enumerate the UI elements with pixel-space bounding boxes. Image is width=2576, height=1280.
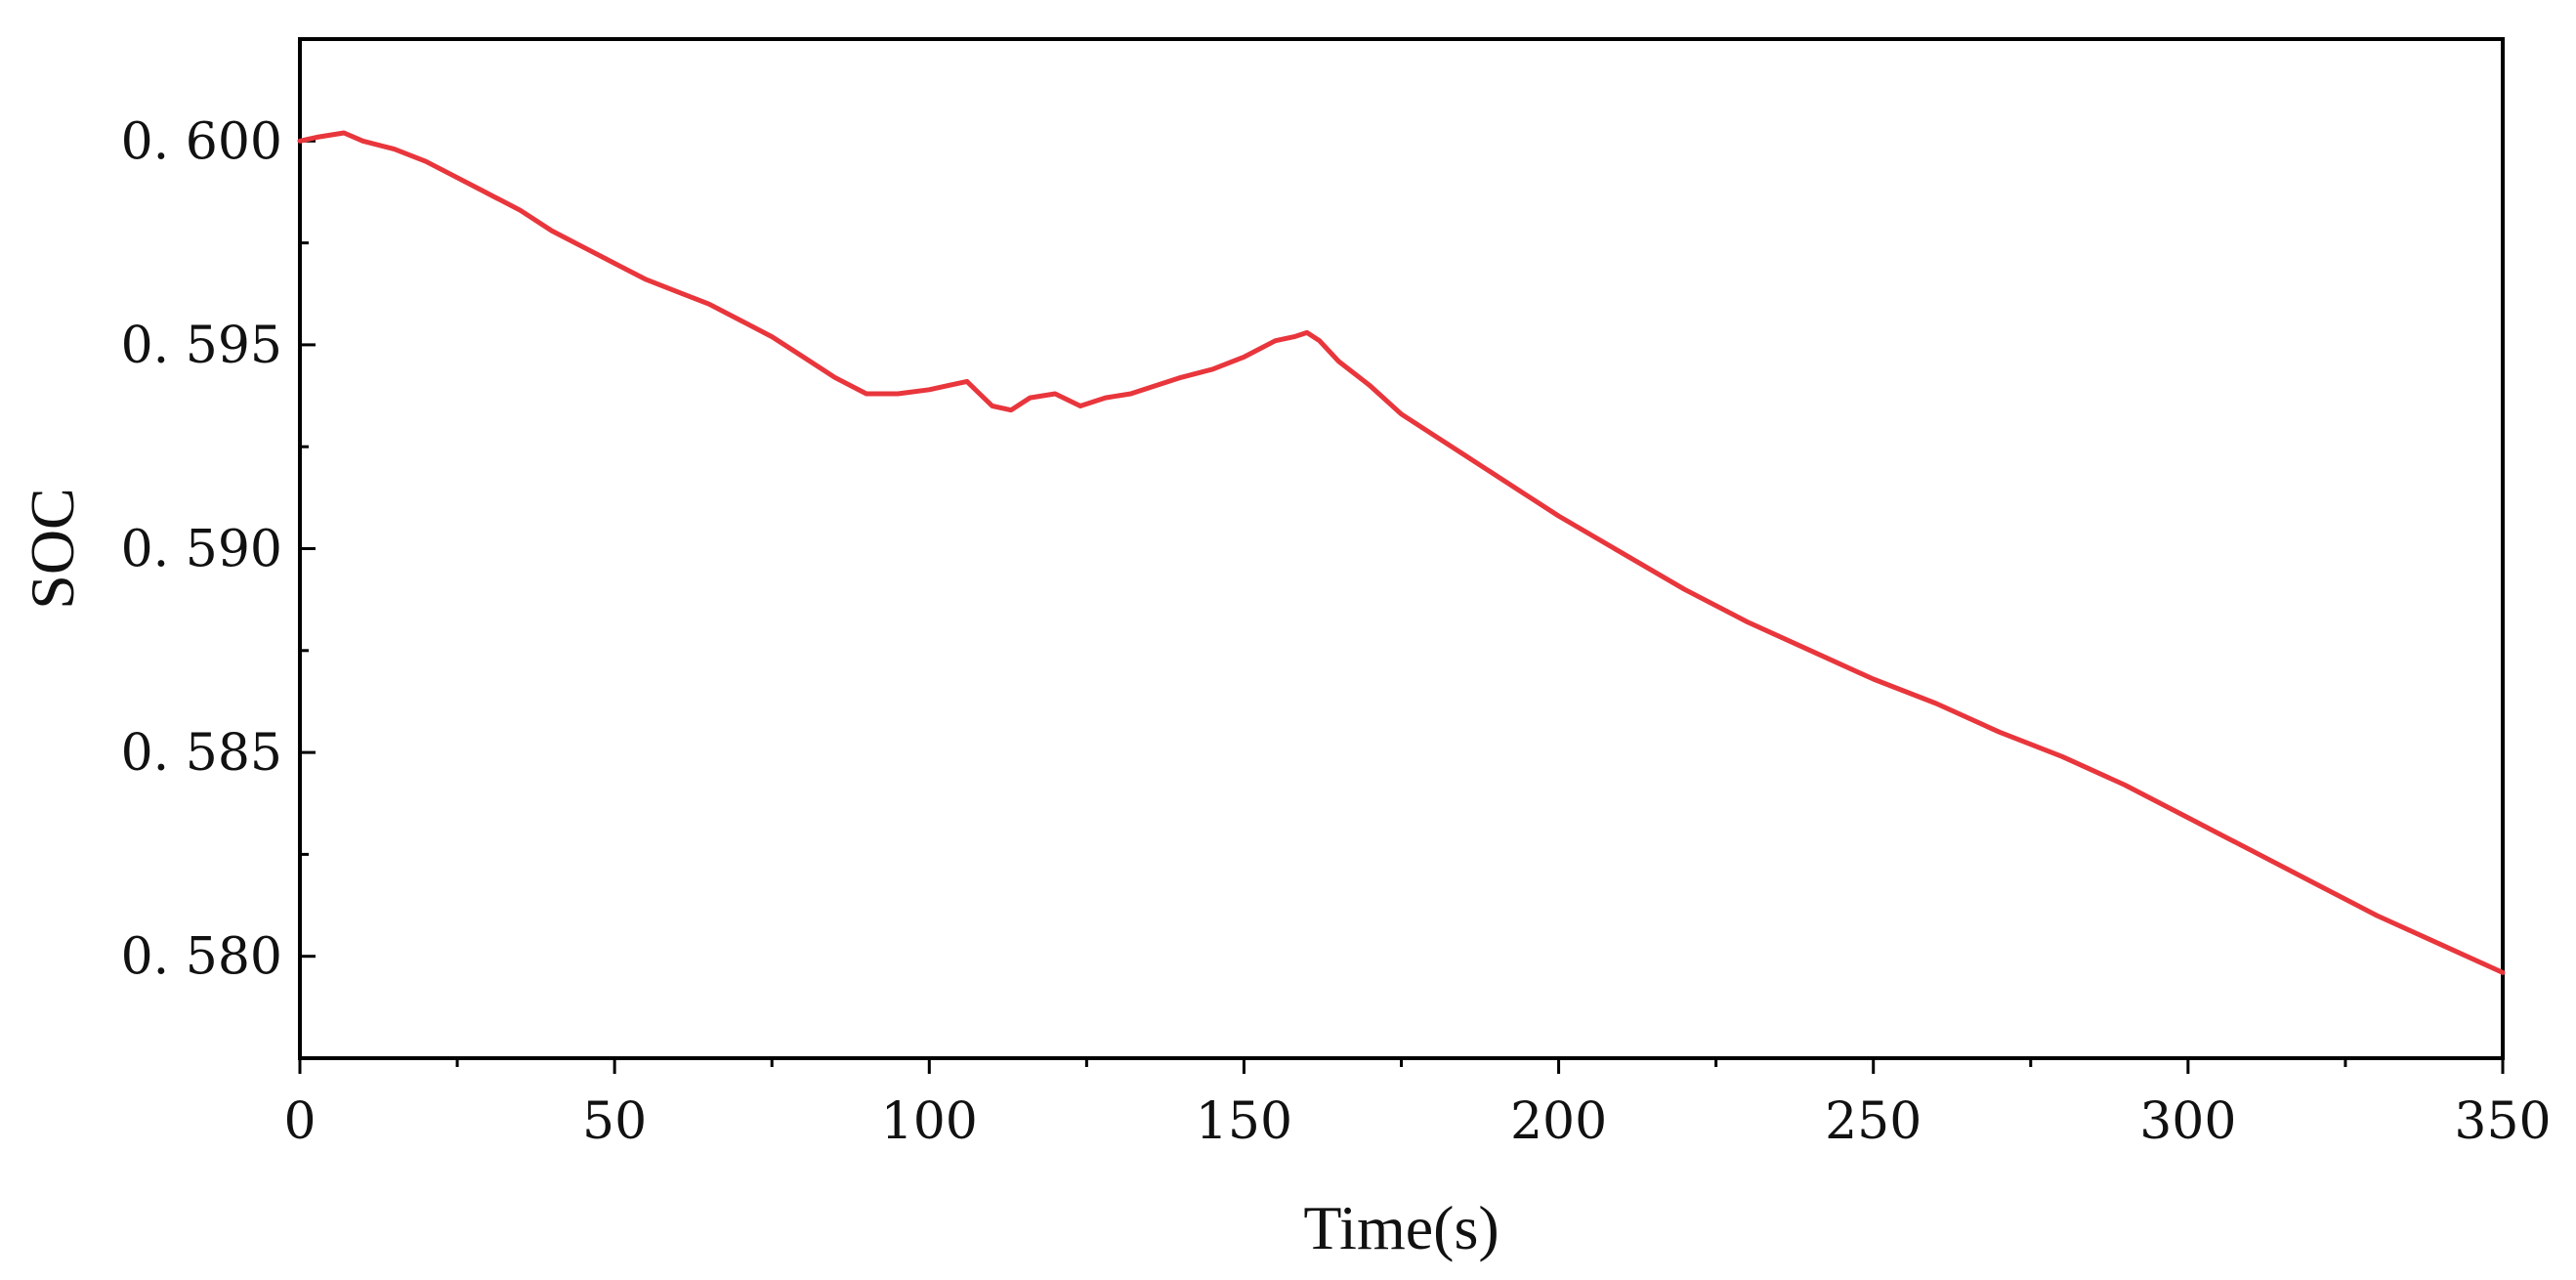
y-tick-label: 0. 585 [121, 724, 282, 783]
x-tick-label: 0 [283, 1092, 316, 1151]
x-tick-label: 300 [2139, 1092, 2236, 1151]
plot-frame [298, 37, 2505, 1060]
y-tick-label: 0. 595 [121, 317, 282, 375]
y-tick-label: 0. 600 [121, 112, 282, 171]
x-tick-label: 250 [1825, 1092, 1921, 1151]
y-axis-title: SOC [18, 488, 87, 610]
x-tick-label: 100 [881, 1092, 978, 1151]
y-tick-label: 0. 580 [121, 928, 282, 987]
y-tick-label: 0. 590 [121, 521, 282, 579]
x-tick-label: 150 [1196, 1092, 1292, 1151]
y-axis: 0. 580 0. 585 0. 590 0. 595 0. 600 [121, 37, 316, 987]
x-tick-label: 50 [582, 1092, 647, 1151]
x-tick-label: 350 [2454, 1092, 2551, 1151]
x-tick-label: 200 [1510, 1092, 1607, 1151]
x-axis: 0 50 100 150 200 250 300 350 [283, 1058, 2552, 1151]
x-axis-title: Time(s) [1303, 1193, 1499, 1262]
soc-series-line [297, 130, 2506, 975]
plot-area [298, 37, 2505, 1060]
